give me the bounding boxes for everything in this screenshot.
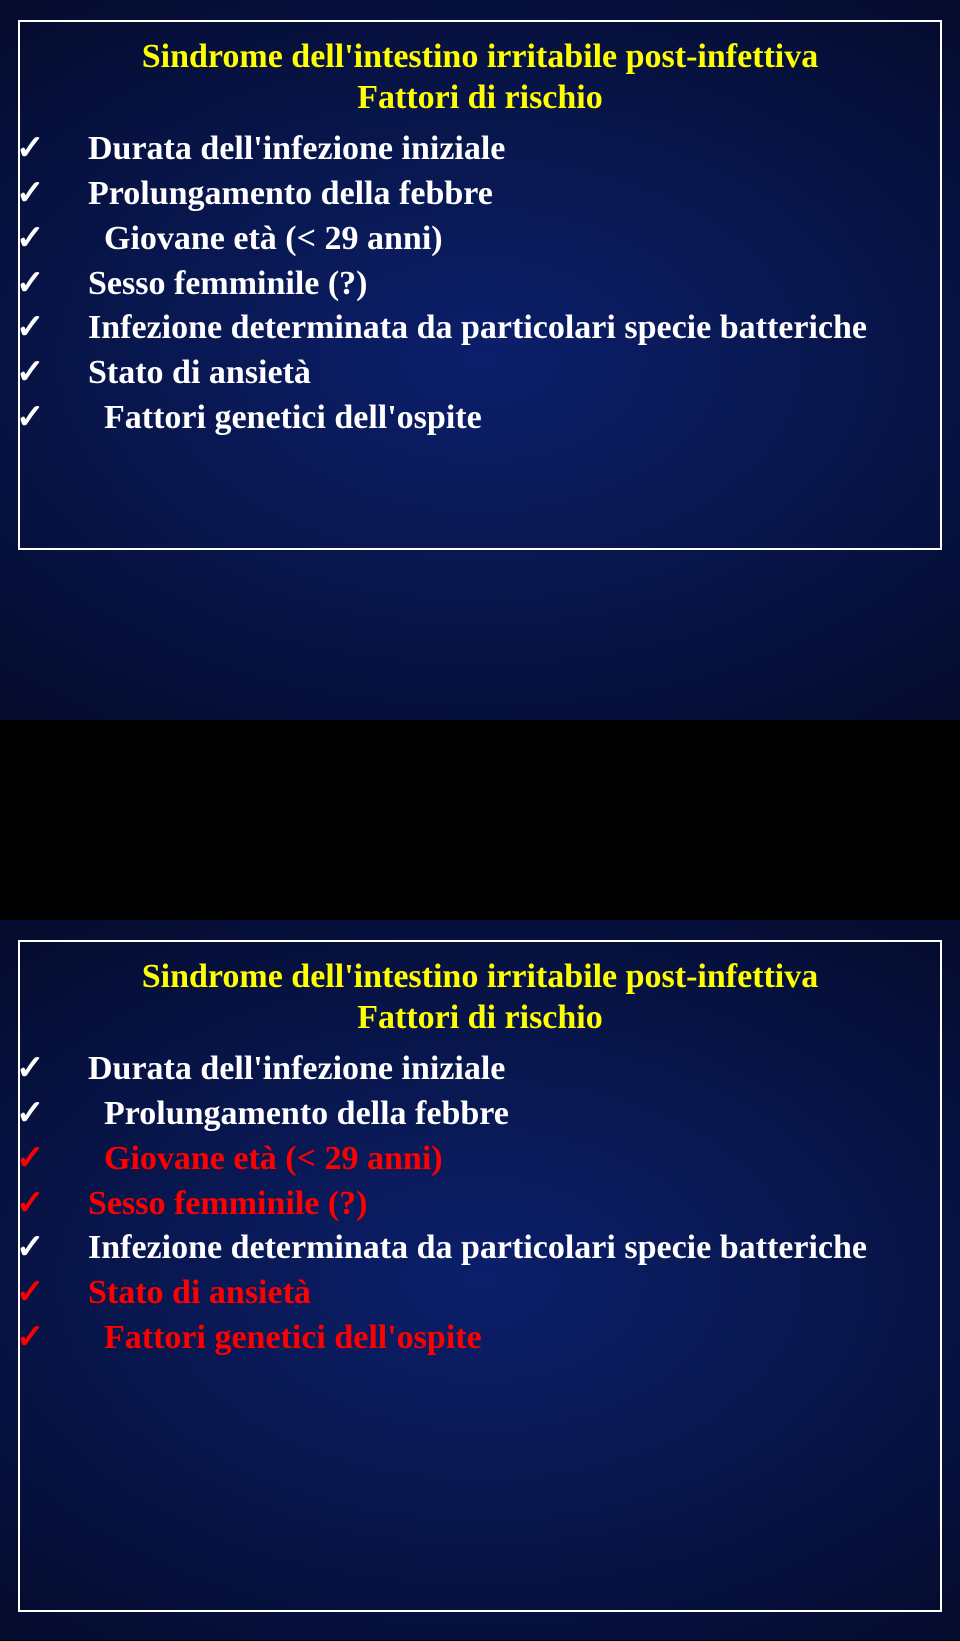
item-text: Stato di ansietà xyxy=(88,354,311,391)
check-icon: ✓ xyxy=(56,1092,88,1137)
slide-1-box: Sindrome dell'intestino irritabile post-… xyxy=(18,20,942,550)
check-icon: ✓ xyxy=(56,1226,88,1271)
list-item: ✓Durata dell'infezione iniziale xyxy=(56,1047,904,1092)
item-text: Prolungamento della febbre xyxy=(88,175,493,212)
page: Sindrome dell'intestino irritabile post-… xyxy=(0,0,960,1641)
item-text: Giovane età (< 29 anni) xyxy=(104,1140,443,1177)
check-icon: ✓ xyxy=(56,217,88,262)
slide-2-content: Sindrome dell'intestino irritabile post-… xyxy=(20,942,940,1379)
item-text: Fattori genetici dell'ospite xyxy=(104,399,482,436)
item-text: Stato di ansietà xyxy=(88,1274,311,1311)
slide-1-title: Sindrome dell'intestino irritabile post-… xyxy=(56,36,904,119)
slide-2: Sindrome dell'intestino irritabile post-… xyxy=(0,920,960,1640)
check-icon: ✓ xyxy=(56,1316,88,1361)
check-icon: ✓ xyxy=(56,351,88,396)
list-item: ✓ Prolungamento della febbre xyxy=(56,1092,904,1137)
slide-1-list: ✓Durata dell'infezione iniziale ✓Prolung… xyxy=(56,127,904,441)
slide-2-title-line1: Sindrome dell'intestino irritabile post-… xyxy=(142,958,819,995)
check-icon: ✓ xyxy=(56,306,88,351)
check-icon: ✓ xyxy=(56,1182,88,1227)
slide-2-list: ✓Durata dell'infezione iniziale ✓Prolung… xyxy=(56,1047,904,1361)
slide-2-title-line2: Fattori di rischio xyxy=(357,999,603,1036)
check-icon: ✓ xyxy=(56,262,88,307)
check-icon: ✓ xyxy=(56,1137,88,1182)
item-text: Sesso femminile (?) xyxy=(88,1185,368,1222)
slide-2-box: Sindrome dell'intestino irritabile post-… xyxy=(18,940,942,1612)
item-text: Durata dell'infezione iniziale xyxy=(88,130,505,167)
list-item: ✓Sesso femminile (?) xyxy=(56,1182,904,1227)
check-icon: ✓ xyxy=(56,1271,88,1316)
item-text: Fattori genetici dell'ospite xyxy=(104,1319,482,1356)
check-icon: ✓ xyxy=(56,127,88,172)
item-text: Durata dell'infezione iniziale xyxy=(88,1050,505,1087)
list-item: ✓ Fattori genetici dell'ospite xyxy=(56,396,904,441)
list-item: ✓ Giovane età (< 29 anni) xyxy=(56,217,904,262)
slide-gap xyxy=(0,720,960,920)
list-item: ✓Infezione determinata da particolari sp… xyxy=(56,1226,904,1271)
slide-1-content: Sindrome dell'intestino irritabile post-… xyxy=(20,22,940,459)
list-item: ✓Stato di ansietà xyxy=(56,351,904,396)
slide-1-title-line2: Fattori di rischio xyxy=(357,79,603,116)
item-text: Sesso femminile (?) xyxy=(88,265,368,302)
slide-2-title: Sindrome dell'intestino irritabile post-… xyxy=(56,956,904,1039)
list-item: ✓Sesso femminile (?) xyxy=(56,262,904,307)
slide-1: Sindrome dell'intestino irritabile post-… xyxy=(0,0,960,720)
check-icon: ✓ xyxy=(56,396,88,441)
list-item: ✓Durata dell'infezione iniziale xyxy=(56,127,904,172)
slide-1-title-line1: Sindrome dell'intestino irritabile post-… xyxy=(142,38,819,75)
item-text: Prolungamento della febbre xyxy=(104,1095,509,1132)
list-item: ✓Prolungamento della febbre xyxy=(56,172,904,217)
item-text: Infezione determinata da particolari spe… xyxy=(88,309,867,346)
list-item: ✓ Giovane età (< 29 anni) xyxy=(56,1137,904,1182)
list-item: ✓Stato di ansietà xyxy=(56,1271,904,1316)
check-icon: ✓ xyxy=(56,1047,88,1092)
list-item: ✓ Fattori genetici dell'ospite xyxy=(56,1316,904,1361)
list-item: ✓Infezione determinata da particolari sp… xyxy=(56,306,904,351)
item-text: Infezione determinata da particolari spe… xyxy=(88,1229,867,1266)
check-icon: ✓ xyxy=(56,172,88,217)
item-text: Giovane età (< 29 anni) xyxy=(104,220,443,257)
